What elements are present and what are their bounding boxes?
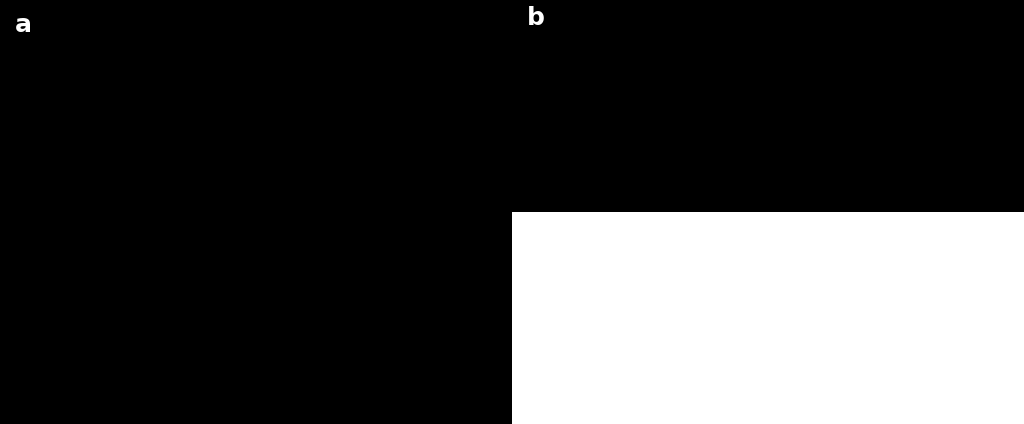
Text: b: b (527, 6, 545, 31)
Text: a: a (15, 13, 33, 37)
